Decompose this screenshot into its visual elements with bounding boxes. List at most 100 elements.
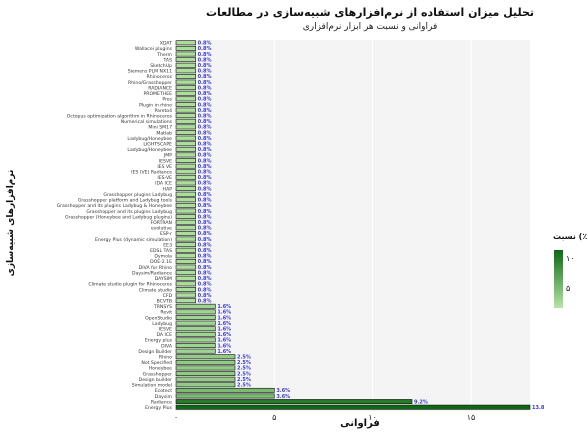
- y-tick-label: JMP: [163, 153, 172, 159]
- bar: [175, 337, 216, 343]
- y-tick-label: Rhinoceros: [147, 74, 173, 80]
- bar: [175, 309, 216, 315]
- bar-value-label: 0.8%: [198, 231, 212, 237]
- bar-value-label: 0.8%: [198, 74, 212, 80]
- bar-value-label: 0.8%: [198, 270, 212, 276]
- y-tick-label: IES VE: [157, 164, 172, 170]
- bar-value-label: 0.8%: [198, 293, 212, 299]
- bar-value-label: 2.5%: [237, 377, 251, 383]
- bar: [175, 326, 216, 332]
- y-tick-label: Siemens PLM NX11: [128, 69, 172, 75]
- bar: [175, 45, 196, 51]
- y-tick-label: Radiance: [151, 399, 172, 405]
- bar-value-label: 0.8%: [198, 46, 212, 52]
- y-tick-label: Ladybug/Honeybee: [127, 136, 172, 142]
- y-tick-label: BCVTB: [157, 298, 172, 304]
- bar: [175, 118, 196, 124]
- bar: [175, 163, 196, 169]
- bar-value-label: 0.8%: [198, 63, 212, 69]
- bar-value-label: 1.6%: [217, 332, 231, 338]
- bar-value-label: 9.2%: [414, 399, 428, 405]
- y-tick-label: Ladybug/Honeybee: [127, 147, 172, 153]
- bar-value-label: 0.8%: [198, 41, 212, 47]
- bar-value-label: 0.8%: [198, 125, 212, 131]
- bar-value-label: 1.6%: [217, 327, 231, 333]
- y-tick-label: Daysim: [155, 394, 173, 400]
- y-tick-label: PROMETHEE: [143, 91, 172, 97]
- y-tick-label: TRNSYS: [153, 304, 172, 310]
- bar-value-label: 0.8%: [198, 192, 212, 198]
- bar: [175, 303, 216, 309]
- bar-value-label: 3.6%: [276, 394, 290, 400]
- bar: [175, 113, 196, 119]
- bar-value-label: 13.8: [532, 405, 545, 411]
- y-tick-label: IES-VE: [157, 175, 172, 181]
- bar-value-label: 0.8%: [198, 259, 212, 265]
- bar-value-label: 2.5%: [237, 360, 251, 366]
- y-tick-label: Numerical simulations: [121, 119, 173, 125]
- bar-value-label: 0.8%: [198, 57, 212, 63]
- y-tick-label: Plugin in rhino: [139, 102, 172, 108]
- bar-value-label: 0.8%: [198, 153, 212, 159]
- bar: [175, 180, 196, 186]
- bar: [175, 382, 236, 388]
- bar: [175, 124, 196, 130]
- legend-title: نسبت (٪): [553, 232, 588, 241]
- legend-tick-low: ۵: [566, 284, 571, 293]
- y-tick-label: TAS: [162, 57, 172, 63]
- bar-value-label: 0.8%: [198, 158, 212, 164]
- bar-value-label: 0.8%: [198, 237, 212, 243]
- bar-value-label: 3.6%: [276, 388, 290, 394]
- bar: [175, 107, 196, 113]
- legend: نسبت (٪) ۱۰ ۵: [552, 232, 588, 312]
- bar: [175, 68, 196, 74]
- bar: [175, 387, 275, 393]
- bar-value-label: 0.8%: [198, 108, 212, 114]
- y-tick-label: CFD: [163, 293, 173, 299]
- bar: [175, 74, 196, 79]
- bar-value-label: 2.5%: [237, 366, 251, 372]
- bar-value-label: 0.8%: [198, 113, 212, 119]
- y-tick-label: Climate studio plugin for Rhinoceros: [88, 282, 172, 288]
- bar-value-label: 0.8%: [198, 142, 212, 148]
- bar: [175, 96, 196, 102]
- bar: [175, 174, 196, 180]
- bar: [175, 62, 196, 68]
- y-tick-label: DIVA for Rhino: [139, 265, 172, 271]
- y-tick-label: Energy Plus: [145, 405, 173, 411]
- y-tick-label: Not Specified: [141, 360, 172, 366]
- bar: [175, 298, 196, 304]
- y-tick-label: EE3: [163, 242, 172, 248]
- bar-value-label: 0.8%: [198, 186, 212, 192]
- y-tick-label: Mini SM17: [148, 125, 172, 131]
- bar-value-label: 0.8%: [198, 130, 212, 136]
- y-tick-label: Octopus optimization algorithm in Rhinoc…: [67, 113, 173, 119]
- bar-value-label: 0.8%: [198, 102, 212, 108]
- bar: [175, 186, 196, 191]
- y-tick-label: Therm: [156, 52, 172, 58]
- bar-value-label: 1.6%: [217, 338, 231, 344]
- bar-value-label: 1.6%: [217, 315, 231, 321]
- y-tick-label: Honeybee: [149, 366, 172, 372]
- y-tick-label: IDA ICE: [155, 181, 172, 187]
- bar: [175, 281, 196, 287]
- bar: [175, 354, 236, 360]
- bar-value-label: 0.8%: [198, 147, 212, 153]
- bar-value-label: 0.8%: [198, 248, 212, 254]
- bar: [175, 315, 216, 320]
- y-tick-label: Daysim/Radiance: [132, 270, 172, 276]
- bar-value-label: 0.8%: [198, 52, 212, 58]
- bar: [175, 371, 236, 376]
- bar: [175, 225, 196, 231]
- bar: [175, 320, 216, 326]
- bar-value-label: 2.5%: [237, 355, 251, 361]
- bar: [175, 275, 196, 281]
- bar: [175, 130, 196, 135]
- y-tick-label: Ecotect: [155, 388, 172, 394]
- bar-value-label: 0.8%: [198, 226, 212, 232]
- y-tick-label: IESVE: [159, 327, 172, 333]
- y-tick-label: Energy plus: [145, 338, 173, 344]
- bar: [175, 219, 196, 225]
- y-tick-label: Grasshopper plugins Ladybug: [103, 192, 172, 198]
